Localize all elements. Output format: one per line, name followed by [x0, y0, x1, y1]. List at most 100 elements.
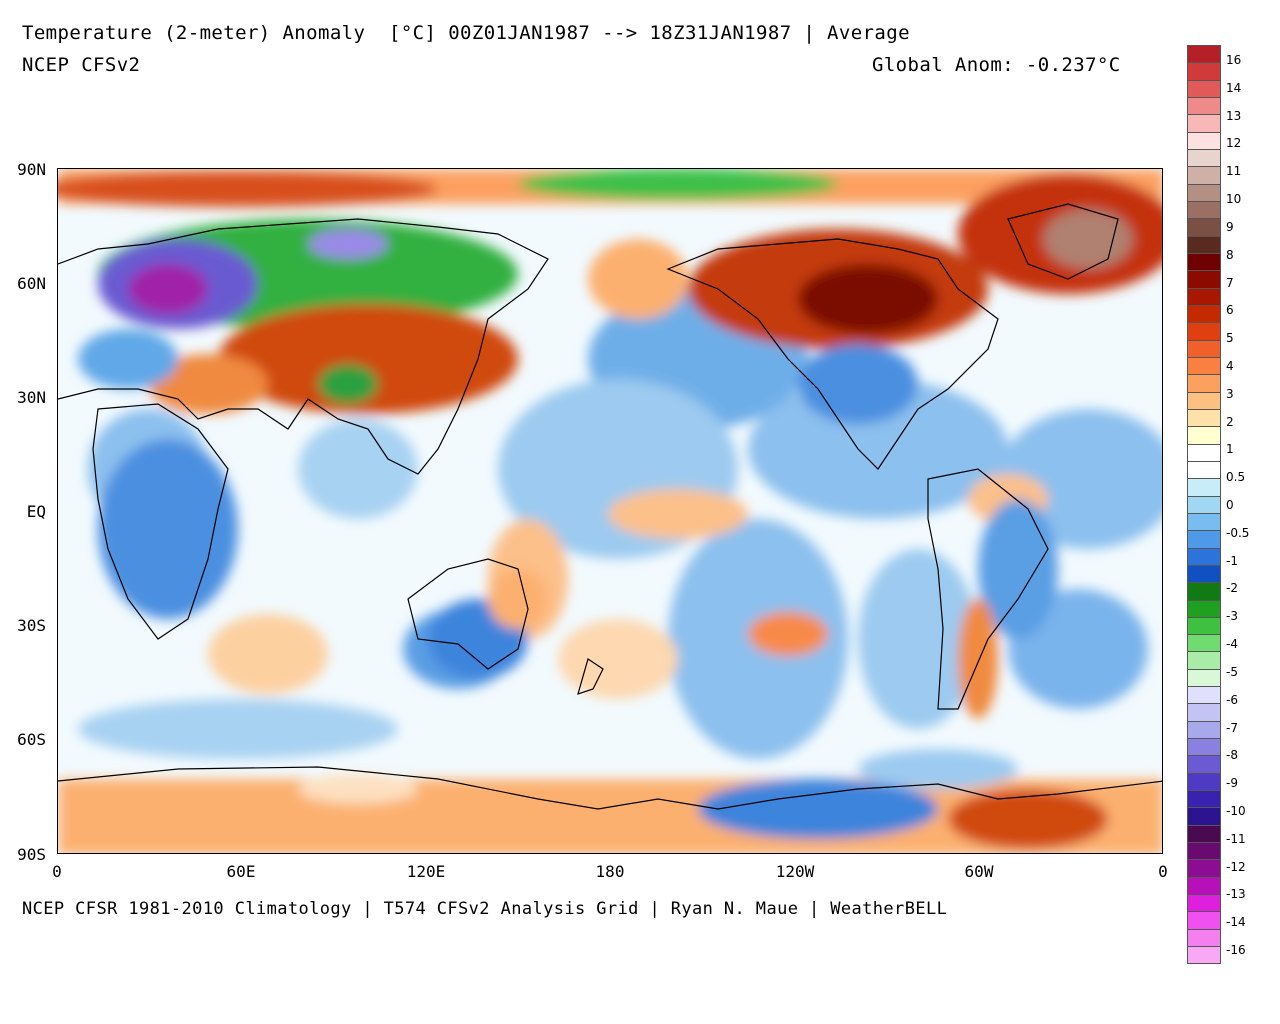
colorbar-label: -11	[1226, 831, 1246, 846]
colorbar-label: -3	[1226, 609, 1238, 624]
map-title: Temperature (2-meter) Anomaly [°C] 00Z01…	[22, 22, 910, 44]
colorbar-label: 11	[1226, 164, 1242, 179]
colorbar-swatch	[1188, 375, 1220, 393]
colorbar-swatch	[1188, 461, 1220, 480]
colorbar-swatch	[1188, 635, 1220, 653]
colorbar-swatch	[1188, 427, 1220, 445]
colorbar-swatch	[1188, 704, 1220, 722]
colorbar-label: -9	[1226, 776, 1238, 791]
colorbar-label: -16	[1226, 943, 1246, 957]
colorbar-swatch	[1188, 80, 1220, 98]
colorbar-label: 16	[1226, 53, 1242, 67]
colorbar-swatch	[1188, 236, 1220, 254]
colorbar-swatch	[1188, 583, 1220, 601]
colorbar-swatch	[1188, 305, 1220, 324]
colorbar-swatch	[1188, 115, 1220, 133]
colorbar-swatch	[1188, 947, 1220, 965]
colorbar-swatch	[1188, 323, 1220, 341]
colorbar-swatch	[1188, 721, 1220, 740]
colorbar-swatch	[1188, 756, 1220, 774]
colorbar-swatch	[1188, 877, 1220, 896]
colorbar-swatch	[1188, 184, 1220, 202]
colorbar-swatch	[1188, 791, 1220, 809]
colorbar-label: 14	[1226, 80, 1242, 95]
colorbar-swatch	[1188, 167, 1220, 185]
colorbar-label: 9	[1226, 219, 1234, 234]
colorbar-swatch	[1188, 479, 1220, 497]
colorbar-swatch	[1188, 340, 1220, 358]
colorbar-label: -8	[1226, 748, 1238, 763]
colorbar-label: -0.5	[1226, 525, 1250, 540]
lat-label-30s: 30S	[17, 616, 46, 635]
colorbar-label: -7	[1226, 720, 1238, 735]
colorbar-label: -4	[1226, 637, 1238, 652]
colorbar-swatch	[1188, 895, 1220, 913]
lat-label-60s: 60S	[17, 730, 46, 749]
colorbar-swatch	[1188, 392, 1220, 410]
lon-label-0-right: 0	[1158, 862, 1168, 881]
colorbar-swatch	[1188, 409, 1220, 428]
colorbar-label: -2	[1226, 581, 1238, 596]
lat-label-30n: 30N	[17, 388, 46, 407]
colorbar-label: 5	[1226, 331, 1234, 346]
lat-label-60n: 60N	[17, 274, 46, 293]
colorbar-swatch	[1188, 912, 1220, 930]
colorbar-label: -13	[1226, 887, 1246, 902]
colorbar-label: 0.5	[1226, 470, 1246, 485]
colorbar-swatch	[1188, 565, 1220, 584]
lat-label-90n: 90N	[17, 160, 46, 179]
colorbar-swatch	[1188, 271, 1220, 289]
colorbar-swatch	[1188, 149, 1220, 168]
colorbar-swatch	[1188, 843, 1220, 861]
credits-footer: NCEP CFSR 1981-2010 Climatology | T574 C…	[22, 899, 948, 919]
colorbar-swatch	[1188, 548, 1220, 566]
lon-label-60e: 60E	[226, 862, 256, 881]
lat-label-90s: 90S	[17, 845, 46, 864]
colorbar-label: 2	[1226, 414, 1234, 429]
colorbar-swatch	[1188, 860, 1220, 878]
colorbar-swatch	[1188, 63, 1220, 81]
colorbar-label: 1	[1226, 442, 1234, 457]
colorbar-label: 13	[1226, 108, 1242, 123]
colorbar-swatch	[1188, 201, 1220, 220]
colorbar-swatch	[1188, 219, 1220, 237]
colorbar-label: -14	[1226, 915, 1246, 930]
colorbar	[1187, 45, 1221, 965]
colorbar-swatch	[1188, 531, 1220, 549]
colorbar-swatch	[1188, 669, 1220, 688]
colorbar-swatch	[1188, 687, 1220, 705]
temperature-anomaly-map	[57, 168, 1163, 854]
lon-label-0-left: 0	[52, 862, 62, 881]
colorbar-label: 8	[1226, 247, 1234, 262]
colorbar-label: 3	[1226, 386, 1234, 401]
colorbar-swatch	[1188, 132, 1220, 150]
colorbar-swatch	[1188, 357, 1220, 376]
colorbar-swatch	[1188, 253, 1220, 272]
colorbar-swatch	[1188, 617, 1220, 636]
colorbar-swatch	[1188, 929, 1220, 948]
colorbar-label: 4	[1226, 358, 1234, 373]
colorbar-swatch	[1188, 97, 1220, 116]
colorbar-label: 6	[1226, 303, 1234, 318]
colorbar-swatch	[1188, 825, 1220, 844]
lon-label-120w: 120W	[775, 862, 815, 881]
colorbar-label: -5	[1226, 664, 1238, 679]
global-anomaly-value: Global Anom: -0.237°C	[872, 54, 1121, 76]
colorbar-label: 10	[1226, 192, 1242, 207]
colorbar-label: -10	[1226, 803, 1246, 818]
colorbar-label: 7	[1226, 275, 1234, 290]
colorbar-label: 12	[1226, 136, 1242, 151]
colorbar-swatch	[1188, 46, 1220, 64]
colorbar-swatch	[1188, 808, 1220, 826]
colorbar-swatch	[1188, 652, 1220, 670]
lon-label-180: 180	[595, 862, 625, 881]
lon-label-60w: 60W	[964, 862, 994, 881]
colorbar-label: -6	[1226, 692, 1238, 707]
colorbar-swatch	[1188, 773, 1220, 792]
colorbar-swatch	[1188, 739, 1220, 757]
lon-label-120e: 120E	[406, 862, 446, 881]
lat-label-eq: EQ	[26, 502, 46, 521]
colorbar-swatch	[1188, 444, 1220, 462]
colorbar-label: 0	[1226, 498, 1234, 512]
model-label: NCEP CFSv2	[22, 54, 141, 76]
